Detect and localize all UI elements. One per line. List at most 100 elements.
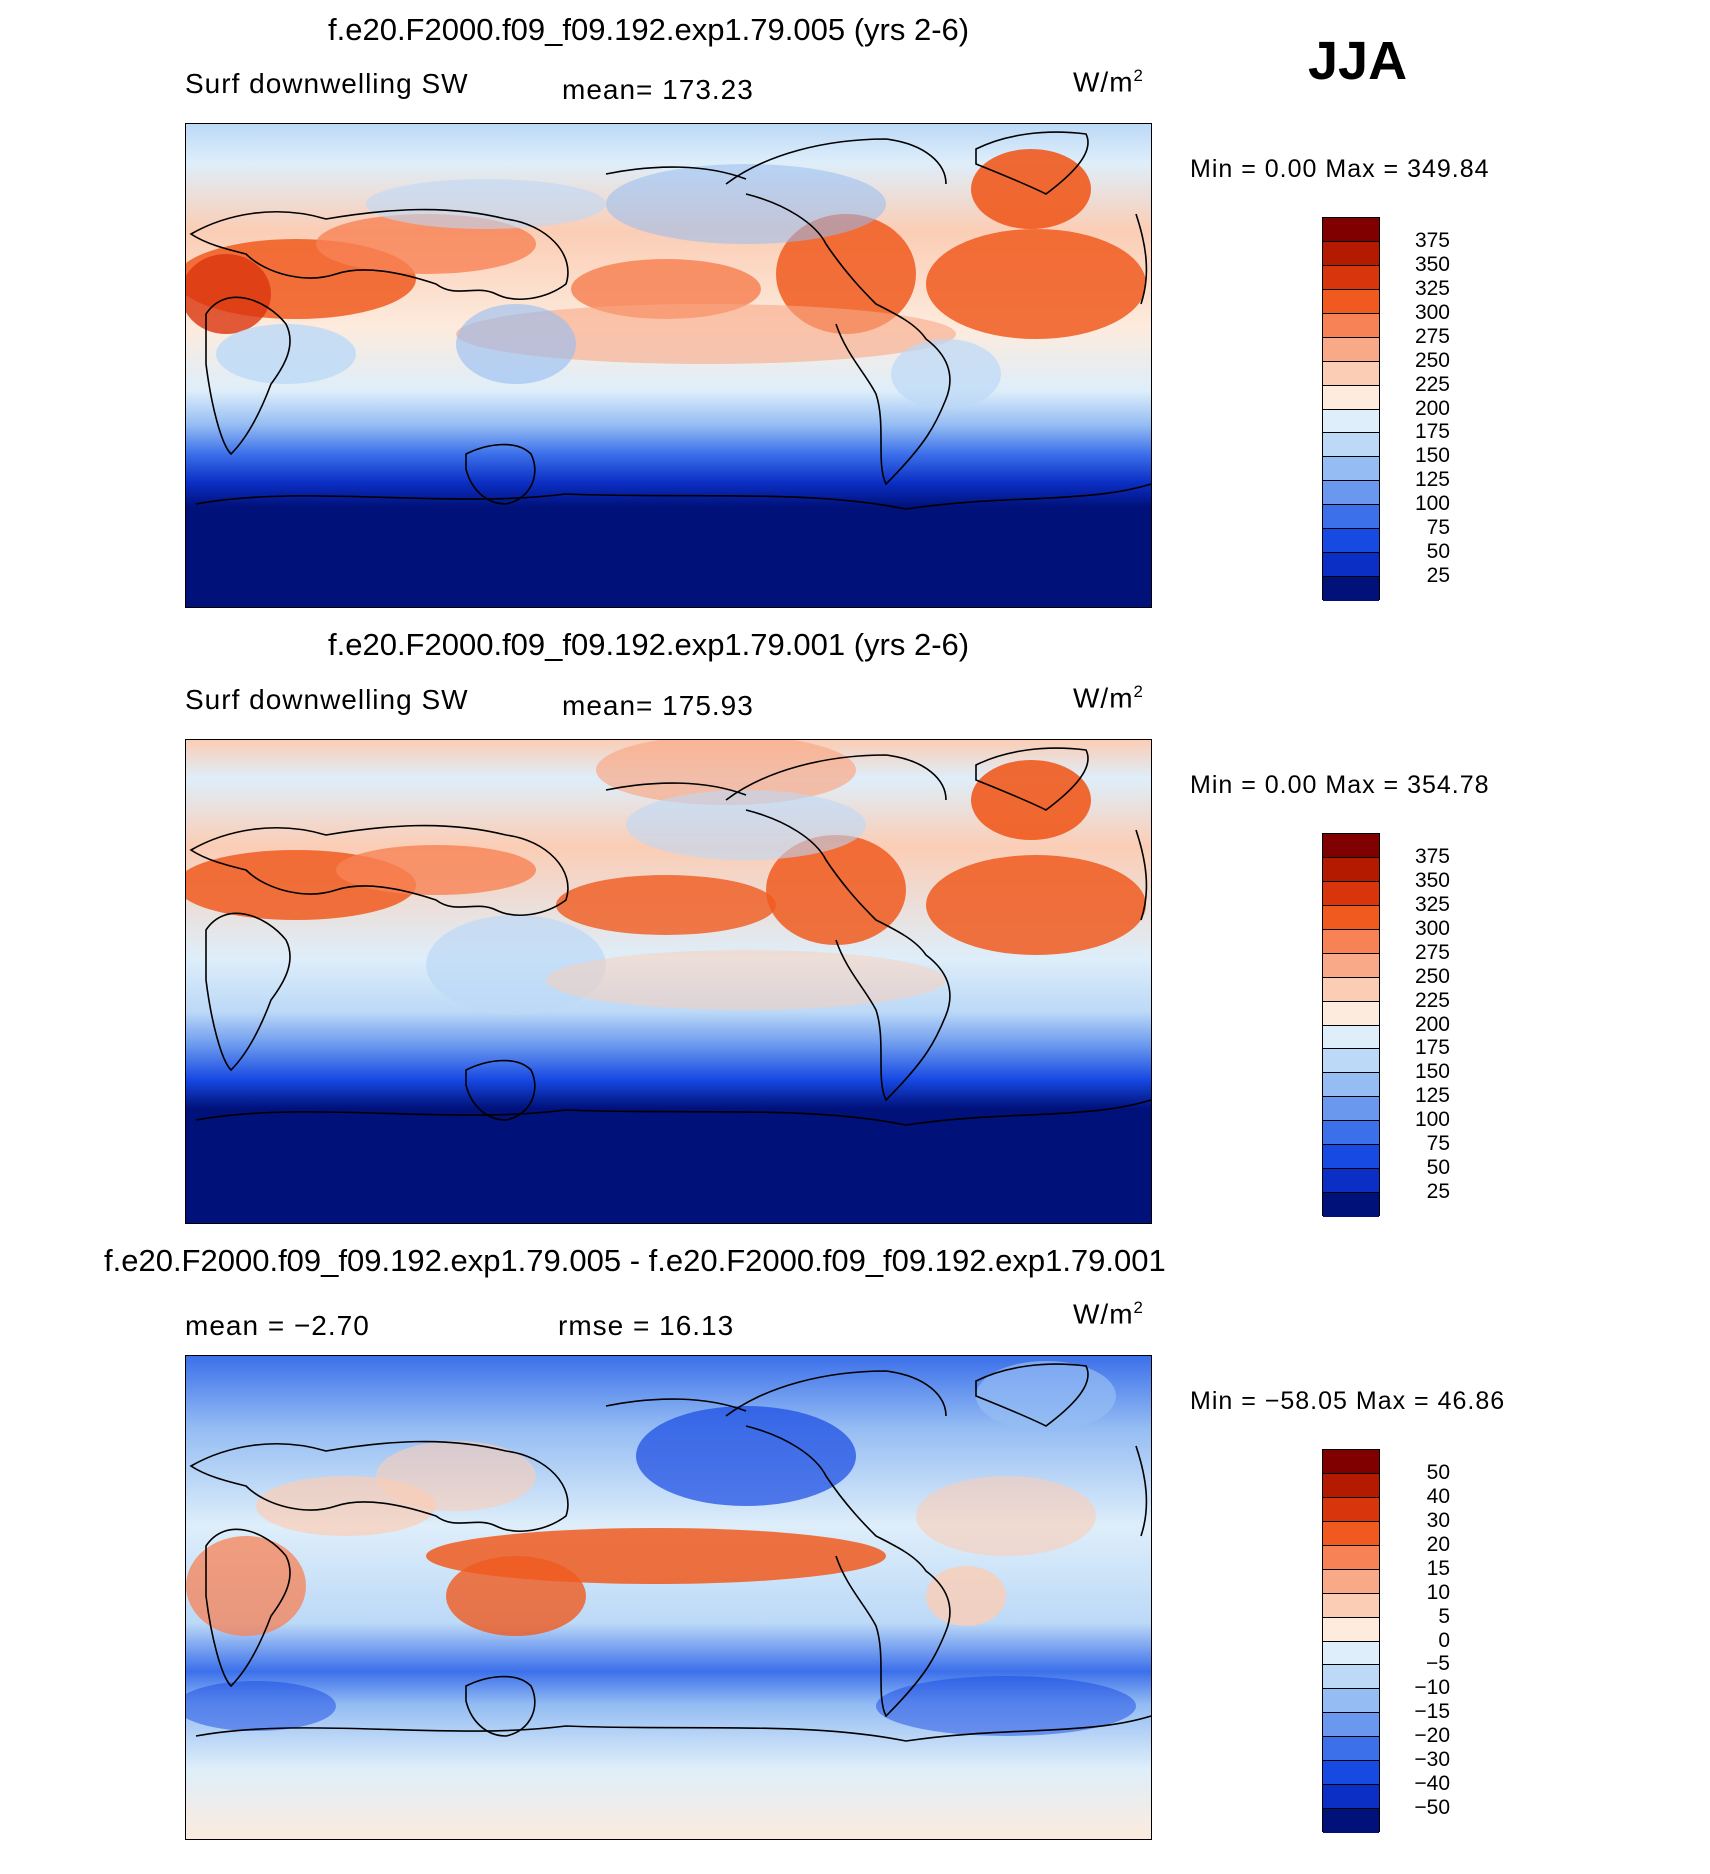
colorbar-tick-label: 10	[1426, 1580, 1450, 1604]
colorbar-segment	[1323, 1785, 1379, 1810]
colorbar-segment	[1323, 457, 1379, 482]
colorbar-segment	[1323, 1450, 1379, 1474]
panel-2-field	[186, 740, 1146, 1015]
colorbar-tick-label: 300	[1414, 916, 1450, 940]
colorbar-tick-label: −30	[1414, 1748, 1450, 1772]
colorbar-segment	[1323, 1545, 1379, 1570]
colorbar-segment	[1323, 1121, 1379, 1146]
colorbar-tick-label: 300	[1414, 300, 1450, 324]
season-label: JJA	[1308, 31, 1408, 91]
colorbar-tick-label: −50	[1414, 1796, 1450, 1820]
colorbar-tick-label: 5	[1438, 1604, 1450, 1628]
colorbar-segment	[1323, 1169, 1379, 1194]
panel-3-coastlines	[189, 1363, 1151, 1742]
colorbar-tick-label: 325	[1414, 276, 1450, 300]
colorbar-tick-label: 150	[1414, 1060, 1450, 1084]
colorbar-tick-label: 175	[1414, 1036, 1450, 1060]
panel-1-field	[186, 149, 1146, 409]
colorbar-tick-label: −15	[1414, 1700, 1450, 1724]
colorbar-tick-label: −40	[1414, 1772, 1450, 1796]
colorbar-tick-label: 25	[1426, 564, 1450, 588]
colorbar-segment	[1323, 1689, 1379, 1714]
panel-3-rmse: rmse = 16.13	[558, 1310, 735, 1341]
colorbar-tick-label: 15	[1426, 1556, 1450, 1580]
colorbar-tick-label: 125	[1414, 468, 1450, 492]
colorbar-tick-label: 275	[1414, 940, 1450, 964]
colorbar-tick-label: 350	[1414, 252, 1450, 276]
colorbar-tick-label: 0	[1438, 1628, 1450, 1652]
panel-3-map	[185, 1355, 1152, 1840]
colorbar-segment	[1323, 433, 1379, 458]
colorbar-tick-label: 75	[1426, 516, 1450, 540]
colorbar-segment	[1323, 409, 1379, 434]
colorbar-tick-label: 50	[1426, 1460, 1450, 1484]
colorbar-tick-label: 325	[1414, 892, 1450, 916]
colorbar-segment	[1323, 1617, 1379, 1642]
colorbar-segment	[1323, 857, 1379, 882]
colorbar-segment	[1323, 241, 1379, 266]
panel-1-map	[185, 123, 1152, 608]
colorbar-tick-label: −5	[1426, 1652, 1450, 1676]
colorbar-segment	[1323, 1049, 1379, 1074]
colorbar-tick-label: 50	[1426, 540, 1450, 564]
colorbar-segment	[1323, 553, 1379, 578]
colorbar-segment	[1323, 1593, 1379, 1618]
colorbar-segment	[1323, 385, 1379, 410]
colorbar-segment	[1323, 1073, 1379, 1098]
colorbar-segment	[1323, 337, 1379, 362]
colorbar-tick-label: 250	[1414, 348, 1450, 372]
colorbar-segment	[1323, 313, 1379, 338]
colorbar-segment	[1323, 977, 1379, 1002]
colorbar-segment	[1323, 929, 1379, 954]
panel-2-units: W/m2	[1073, 682, 1144, 714]
colorbar-segment	[1323, 1521, 1379, 1546]
panel-2-minmax: Min = 0.00 Max = 354.78	[1190, 771, 1490, 799]
colorbar-segment	[1323, 481, 1379, 506]
colorbar-segment	[1323, 1665, 1379, 1690]
colorbar-tick-label: 225	[1414, 988, 1450, 1012]
colorbar-tick-label: 225	[1414, 372, 1450, 396]
panel-3-units: W/m2	[1073, 1298, 1144, 1330]
colorbar-segment	[1323, 1473, 1379, 1498]
panel-1-variable: Surf downwelling SW	[185, 68, 469, 99]
colorbar-tick-label: 100	[1414, 1108, 1450, 1132]
colorbar-segment	[1323, 1761, 1379, 1786]
colorbar-segment	[1323, 1025, 1379, 1050]
panel-1-mean: mean= 173.23	[562, 74, 754, 105]
colorbar-tick-label: 175	[1414, 420, 1450, 444]
panel-1-coastlines	[189, 131, 1151, 510]
panel-1-units: W/m2	[1073, 66, 1144, 98]
colorbar-tick-label: 250	[1414, 964, 1450, 988]
colorbar-tick-label: 75	[1426, 1132, 1450, 1156]
colorbar-tick-label: 350	[1414, 868, 1450, 892]
colorbar-tick-label: 150	[1414, 444, 1450, 468]
colorbar-segment	[1323, 1097, 1379, 1122]
panel-3-field	[186, 1361, 1136, 1736]
colorbar-segment	[1323, 289, 1379, 314]
colorbar-segment	[1323, 265, 1379, 290]
panel-3-minmax: Min = −58.05 Max = 46.86	[1190, 1387, 1506, 1415]
colorbar-tick-label: 100	[1414, 492, 1450, 516]
panel-1-title: f.e20.F2000.f09_f09.192.exp1.79.005 (yrs…	[328, 12, 970, 47]
colorbar-tick-label: 375	[1414, 228, 1450, 252]
panel-2-mean: mean= 175.93	[562, 690, 754, 721]
panel-2-variable: Surf downwelling SW	[185, 684, 469, 715]
colorbar-tick-label: 30	[1426, 1508, 1450, 1532]
colorbar-tick-label: 20	[1426, 1532, 1450, 1556]
colorbar-segment	[1323, 953, 1379, 978]
panel-1-colorbar	[1322, 217, 1380, 601]
colorbar-segment	[1323, 577, 1379, 601]
panel-2-title: f.e20.F2000.f09_f09.192.exp1.79.001 (yrs…	[328, 627, 970, 662]
colorbar-segment	[1323, 1497, 1379, 1522]
colorbar-tick-label: −20	[1414, 1724, 1450, 1748]
colorbar-segment	[1323, 1713, 1379, 1738]
panel-3-colorbar	[1322, 1449, 1380, 1833]
colorbar-segment	[1323, 1001, 1379, 1026]
colorbar-tick-label: 375	[1414, 844, 1450, 868]
colorbar-tick-label: 200	[1414, 396, 1450, 420]
colorbar-segment	[1323, 1641, 1379, 1666]
colorbar-segment	[1323, 505, 1379, 530]
panel-2-map	[185, 739, 1152, 1224]
colorbar-tick-label: −10	[1414, 1676, 1450, 1700]
panel-3-mean: mean = −2.70	[185, 1310, 370, 1341]
